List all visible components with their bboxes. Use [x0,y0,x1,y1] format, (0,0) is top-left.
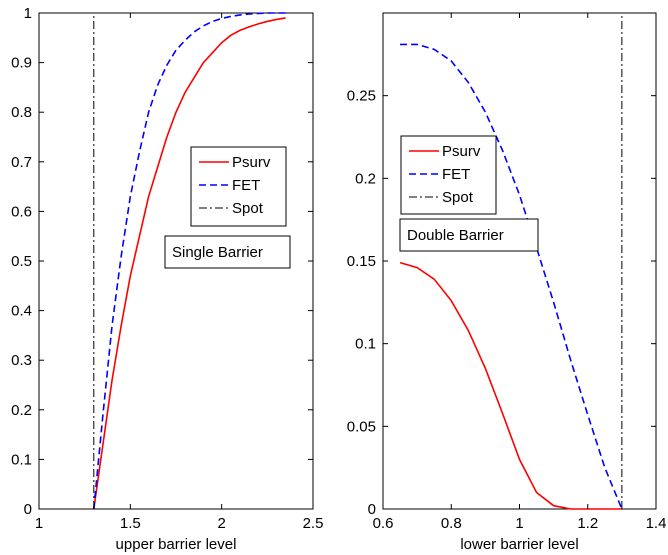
right-y-tick-label: 0.05 [347,418,376,435]
right-plot-frame [382,12,657,510]
right-annotation-text: Double Barrier [407,227,504,244]
left-x-tick-label: 2 [217,515,225,532]
left-legend-label-spot: Spot [232,200,264,217]
right-x-tick-label: 1.2 [577,515,598,532]
right-ticks-group: 0.6 0.8 1 1.2 1.4 0 0.05 0.1 0.15 0.2 0.25 [347,13,667,532]
left-series-fet-line [93,12,286,510]
left-chart-panel: 1 1.5 2 2.5 0 0.1 0.2 0.3 0.4 0.5 0.6 0.7 0.8 0.9 1 up… [11,5,323,553]
right-legend-box [400,135,497,215]
right-annotation-box: Double Barrier [399,218,539,252]
right-y-tick-label: 0.1 [355,336,376,353]
right-x-tick-label: 1 [515,515,523,532]
left-legend: Psurv FET Spot [190,146,287,227]
right-legend-label-psurv: Psurv [442,143,481,160]
right-legend-label-fet: FET [442,166,470,183]
left-legend-label-fet: FET [232,177,260,194]
right-y-tick-label: 0.15 [347,253,376,270]
right-x-tick-label: 1.4 [646,515,667,532]
right-chart-panel: 0.6 0.8 1 1.2 1.4 0 0.05 0.1 0.15 0.2 0.25 lower b… [347,12,667,553]
left-annotation-frame [164,235,291,269]
left-y-tick-label: 0.3 [11,352,32,369]
left-x-axis-label: upper barrier level [116,536,237,553]
left-y-tick-label: 1 [24,5,32,22]
left-legend-box [190,146,287,227]
left-y-tick-label: 0.9 [11,55,32,72]
right-y-tick-label: 0.25 [347,88,376,105]
right-annotation-frame [399,218,539,252]
right-x-axis-label: lower barrier level [460,536,578,553]
right-series-group [399,13,623,510]
right-x-tick-label: 0.8 [441,515,462,532]
right-x-tick-label: 0.6 [373,515,394,532]
left-series-group [93,12,286,510]
left-y-tick-label: 0.8 [11,104,32,121]
left-x-tick-label: 2.5 [303,515,324,532]
right-legend: Psurv FET Spot [400,135,497,215]
right-series-psurv-line [399,261,622,510]
left-series-psurv-line [93,17,286,510]
right-y-tick-label: 0 [368,501,376,518]
left-ticks-group: 1 1.5 2 2.5 0 0.1 0.2 0.3 0.4 0.5 0.6 0.7 0.8 0.9 1 [11,5,323,532]
left-x-tick-label: 1.5 [120,515,141,532]
left-annotation-box: Single Barrier [164,235,291,269]
left-y-tick-label: 0.4 [11,303,32,320]
right-series-fet-line [400,43,623,510]
left-x-tick-label: 1 [35,515,43,532]
left-annotation-text: Single Barrier [172,244,263,261]
right-y-tick-label: 0.2 [355,170,376,187]
left-y-tick-label: 0.7 [11,154,32,171]
right-legend-label-spot: Spot [442,189,474,206]
left-y-tick-label: 0.5 [11,253,32,270]
left-y-tick-label: 0 [24,501,32,518]
left-y-tick-label: 0.2 [11,402,32,419]
left-legend-label-psurv: Psurv [232,154,271,171]
left-y-tick-label: 0.1 [11,451,32,468]
left-y-tick-label: 0.6 [11,203,32,220]
